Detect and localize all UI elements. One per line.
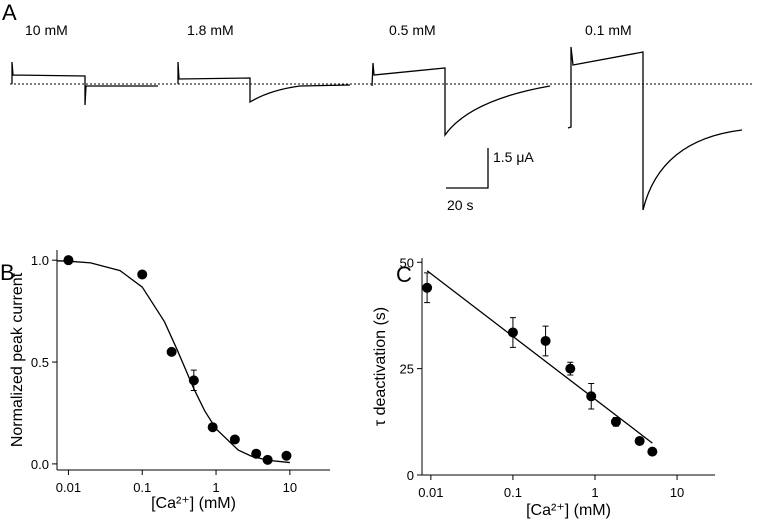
x-axis-label: [Ca²⁺] (mM) [526, 502, 611, 519]
data-point [166, 346, 177, 357]
y-tick-label: 0.5 [31, 355, 49, 370]
data-point [647, 446, 658, 457]
scale-label: 1.5 μA [493, 149, 534, 165]
data-point [137, 269, 148, 280]
trace-label: 0.5 mM [389, 22, 436, 38]
y-axis-label: τ deactivation (s) [372, 307, 389, 426]
data-point [634, 435, 645, 446]
data-point [207, 422, 218, 433]
data-point [565, 363, 576, 374]
x-tick-label: 0.01 [418, 485, 443, 500]
trace [371, 62, 551, 138]
fit-line [56, 260, 290, 464]
panel-label: C [396, 262, 412, 287]
x-tick-label: 0.01 [56, 480, 81, 495]
x-tick-label: 10 [283, 480, 297, 495]
x-tick-label: 1 [591, 485, 598, 500]
data-point [610, 416, 621, 427]
x-tick-label: 10 [670, 485, 684, 500]
trace-label: 0.1 mM [585, 22, 632, 38]
x-tick-label: 0.1 [504, 485, 522, 500]
scale-label: 20 s [447, 197, 473, 213]
data-point [422, 282, 433, 293]
panel-label: B [0, 260, 15, 285]
panel-label: A [2, 0, 17, 25]
trace-label: 10 mM [25, 22, 68, 38]
fit-line [426, 270, 653, 444]
trace [567, 46, 743, 211]
panel-a: A 10 mM 1.8 mM 0.5 mM 0.1 mM 1.5 μA 20 s [2, 0, 752, 213]
x-tick-label: 0.1 [133, 480, 151, 495]
data-point [229, 434, 240, 445]
data-point [63, 255, 74, 266]
scale-bar [446, 148, 489, 189]
y-tick-label: 0 [407, 468, 414, 483]
trace [177, 61, 351, 104]
x-axis-label: [Ca²⁺] (mM) [151, 495, 236, 512]
y-tick-label: 0.0 [31, 457, 49, 472]
trace [11, 61, 158, 106]
y-tick-label: 25 [400, 362, 414, 377]
x-tick-label: 1 [212, 480, 219, 495]
y-tick-label: 1.0 [31, 253, 49, 268]
y-axis-label: Normalized peak current [9, 272, 26, 447]
y-tick-label: 50 [400, 255, 414, 270]
data-point [281, 450, 292, 461]
data-point [540, 335, 551, 346]
trace-label: 1.8 mM [187, 22, 234, 38]
